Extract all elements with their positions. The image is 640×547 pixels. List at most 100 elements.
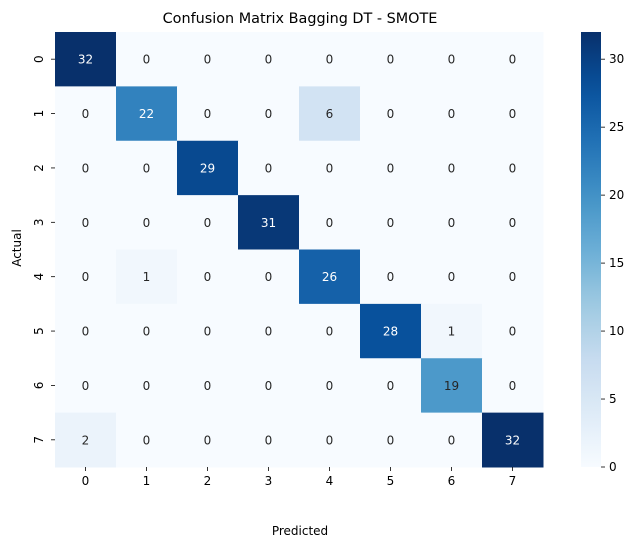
heatmap-cell bbox=[482, 32, 544, 87]
y-tick-label: 2 bbox=[32, 164, 46, 172]
heatmap-cell bbox=[116, 412, 178, 468]
cell-value-label: 0 bbox=[509, 216, 517, 230]
cell-value-label: 2 bbox=[82, 433, 90, 447]
y-axis-ticks: 0 1 2 3 4 5 6 7 bbox=[32, 55, 55, 444]
cell-value-label: 19 bbox=[444, 379, 459, 393]
y-tick-label: 7 bbox=[32, 436, 46, 444]
heatmap-cell bbox=[55, 195, 117, 250]
y-tick-label: 4 bbox=[32, 273, 46, 281]
heatmap-cell bbox=[238, 195, 300, 250]
colorbar bbox=[581, 32, 601, 467]
heatmap-cell bbox=[299, 32, 361, 87]
cell-value-label: 0 bbox=[265, 433, 273, 447]
heatmap-cell bbox=[299, 412, 361, 468]
cell-value-label: 26 bbox=[322, 270, 337, 284]
colorbar-tick-label: 25 bbox=[609, 120, 624, 134]
x-tick-label: 5 bbox=[387, 474, 395, 488]
heatmap-cell bbox=[360, 358, 422, 414]
cell-value-label: 0 bbox=[82, 270, 90, 284]
cell-value-labels: 32 0 0 0 0 0 0 0 0 22 0 0 6 0 0 0 0 0 29 0 0 0 0 0 0 0 0 31 0 0 0 0 0 1 0 0… bbox=[78, 53, 520, 448]
x-tick-label: 4 bbox=[326, 474, 334, 488]
cell-value-label: 0 bbox=[326, 216, 334, 230]
x-tick-label: 6 bbox=[448, 474, 456, 488]
cell-value-label: 0 bbox=[265, 325, 273, 339]
cell-value-label: 0 bbox=[387, 216, 395, 230]
y-axis-label: Actual bbox=[10, 229, 24, 267]
y-tick-label: 6 bbox=[32, 382, 46, 390]
heatmap-cell bbox=[55, 140, 117, 196]
cell-value-label: 0 bbox=[265, 107, 273, 121]
cell-value-label: 22 bbox=[139, 107, 154, 121]
cell-value-label: 0 bbox=[326, 433, 334, 447]
heatmap-cell bbox=[421, 140, 483, 196]
cell-value-label: 0 bbox=[143, 379, 151, 393]
heatmap-cell bbox=[299, 249, 361, 305]
cell-value-label: 0 bbox=[204, 325, 212, 339]
cell-value-label: 0 bbox=[326, 161, 334, 175]
heatmap-cell bbox=[482, 195, 544, 250]
cell-value-label: 0 bbox=[82, 216, 90, 230]
heatmap-cell bbox=[360, 140, 422, 196]
heatmap-cell bbox=[55, 86, 117, 142]
cell-value-label: 0 bbox=[204, 433, 212, 447]
heatmap-cell bbox=[360, 249, 422, 305]
cell-value-label: 0 bbox=[265, 161, 273, 175]
cell-value-label: 1 bbox=[448, 325, 456, 339]
cell-value-label: 0 bbox=[143, 216, 151, 230]
heatmap-cell bbox=[116, 358, 178, 414]
heatmap-cell bbox=[299, 195, 361, 250]
x-tick-label: 7 bbox=[509, 474, 517, 488]
cell-value-label: 0 bbox=[265, 53, 273, 67]
heatmap-cell bbox=[116, 86, 178, 142]
colorbar-tick-label: 5 bbox=[609, 392, 617, 406]
cell-value-label: 0 bbox=[326, 325, 334, 339]
cell-value-label: 0 bbox=[204, 270, 212, 284]
colorbar-ticks: 0 5 10 15 20 25 30 bbox=[601, 52, 624, 474]
heatmap-cell bbox=[177, 195, 239, 250]
cell-value-label: 32 bbox=[78, 53, 93, 67]
colorbar-tick-label: 30 bbox=[609, 52, 624, 66]
cell-value-label: 0 bbox=[509, 53, 517, 67]
y-tick-label: 3 bbox=[32, 218, 46, 226]
cell-value-label: 0 bbox=[387, 379, 395, 393]
heatmap-cell bbox=[55, 249, 117, 305]
cell-value-label: 1 bbox=[143, 270, 151, 284]
heatmap-cell bbox=[360, 303, 422, 359]
heatmap-cell bbox=[55, 412, 117, 468]
cell-value-label: 0 bbox=[143, 433, 151, 447]
cell-value-label: 0 bbox=[387, 270, 395, 284]
cell-value-label: 28 bbox=[383, 325, 398, 339]
cell-value-label: 31 bbox=[261, 216, 276, 230]
x-axis-label: Predicted bbox=[272, 524, 328, 538]
heatmap-cell bbox=[177, 140, 239, 196]
cell-value-label: 0 bbox=[204, 107, 212, 121]
cell-value-label: 0 bbox=[143, 325, 151, 339]
cell-value-label: 29 bbox=[200, 161, 215, 175]
heatmap-cell bbox=[421, 86, 483, 142]
cell-value-label: 0 bbox=[509, 107, 517, 121]
heatmap-cell bbox=[421, 303, 483, 359]
heatmap-cell bbox=[177, 86, 239, 142]
cell-value-label: 0 bbox=[509, 325, 517, 339]
heatmap-cell bbox=[360, 32, 422, 87]
heatmap-cell bbox=[177, 32, 239, 87]
heatmap-cell bbox=[116, 195, 178, 250]
y-tick-label: 5 bbox=[32, 327, 46, 335]
cell-value-label: 0 bbox=[326, 53, 334, 67]
heatmap-cell bbox=[55, 32, 117, 87]
heatmap-cell bbox=[482, 86, 544, 142]
heatmap-cell bbox=[360, 195, 422, 250]
heatmap-cells bbox=[55, 32, 544, 468]
heatmap-cell bbox=[116, 32, 178, 87]
heatmap-cell bbox=[360, 412, 422, 468]
cell-value-label: 0 bbox=[509, 270, 517, 284]
heatmap-cell bbox=[482, 358, 544, 414]
cell-value-label: 0 bbox=[509, 161, 517, 175]
colorbar-tick-label: 20 bbox=[609, 188, 624, 202]
cell-value-label: 0 bbox=[448, 53, 456, 67]
cell-value-label: 0 bbox=[387, 107, 395, 121]
cell-value-label: 0 bbox=[265, 270, 273, 284]
heatmap-cell bbox=[177, 303, 239, 359]
cell-value-label: 0 bbox=[326, 379, 334, 393]
heatmap-cell bbox=[421, 358, 483, 414]
